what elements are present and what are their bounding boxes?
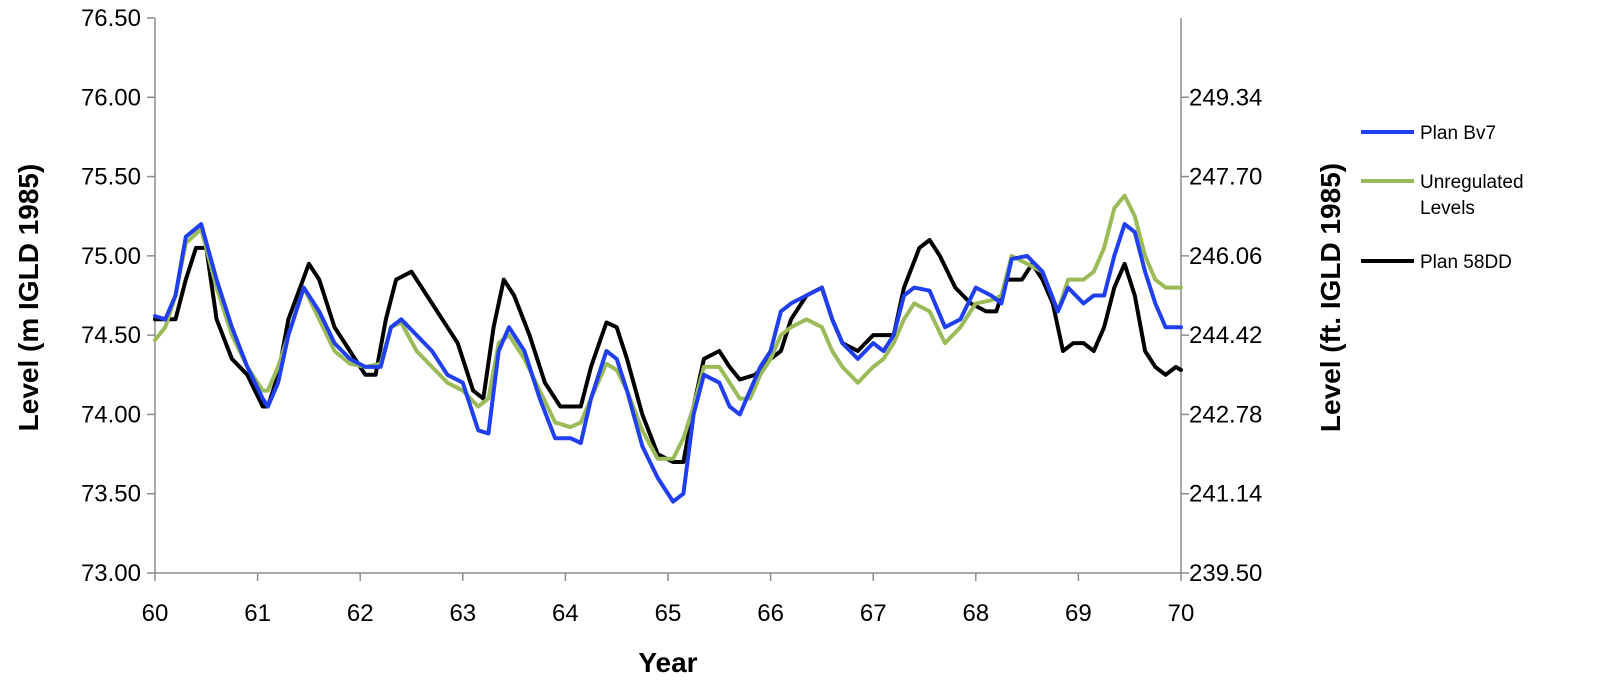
y-tick-label: 73.50 <box>81 481 141 508</box>
x-tick-label: 64 <box>552 600 579 627</box>
legend-label: Levels <box>1420 198 1475 219</box>
y2-tick-label: 247.70 <box>1189 164 1262 191</box>
series-line <box>153 193 1183 461</box>
y-tick-label: 76.00 <box>81 84 141 111</box>
legend-label: Unregulated <box>1420 172 1524 193</box>
y-tick-label: 75.50 <box>81 164 141 191</box>
legend-label: Plan Bv7 <box>1420 123 1496 144</box>
x-tick-label: 63 <box>449 600 476 627</box>
x-tick-label: 66 <box>757 600 784 627</box>
y-tick-label: 74.00 <box>81 401 141 428</box>
series-line <box>153 222 1183 504</box>
plot-series <box>153 193 1183 504</box>
y-tick-label: 76.50 <box>81 5 141 32</box>
y-tick-label: 73.00 <box>81 560 141 587</box>
y-axis-title: Level (m IGLD 1985) <box>13 164 44 432</box>
x-tick-label: 65 <box>655 600 682 627</box>
y-tick-label: 74.50 <box>81 322 141 349</box>
x-tick-label: 67 <box>860 600 887 627</box>
x-tick-label: 70 <box>1168 600 1195 627</box>
x-tick-label: 69 <box>1065 600 1092 627</box>
y-tick-label: 75.00 <box>81 243 141 270</box>
x-tick-label: 60 <box>142 600 169 627</box>
series-line <box>153 238 1183 464</box>
y2-axis-title: Level (ft. IGLD 1985) <box>1315 163 1346 432</box>
legend-label: Plan 58DD <box>1420 252 1512 273</box>
y2-tick-label: 246.06 <box>1189 243 1262 270</box>
tick-labels: 73.00 73.50 74.00 74.50 75.00 75.50 76.00 76.50… <box>81 5 1262 627</box>
y2-tick-label: 244.42 <box>1189 322 1262 349</box>
axes <box>147 17 1189 581</box>
y2-tick-label: 249.34 <box>1189 84 1262 111</box>
x-tick-label: 61 <box>244 600 271 627</box>
x-tick-label: 68 <box>962 600 989 627</box>
x-axis-title: Year <box>638 647 697 678</box>
y2-tick-label: 241.14 <box>1189 481 1262 508</box>
x-tick-label: 62 <box>347 600 374 627</box>
legend: Plan Bv7 Unregulated Levels Plan 58DD <box>1361 123 1524 273</box>
y2-tick-label: 242.78 <box>1189 401 1262 428</box>
y2-tick-label: 239.50 <box>1189 560 1262 587</box>
